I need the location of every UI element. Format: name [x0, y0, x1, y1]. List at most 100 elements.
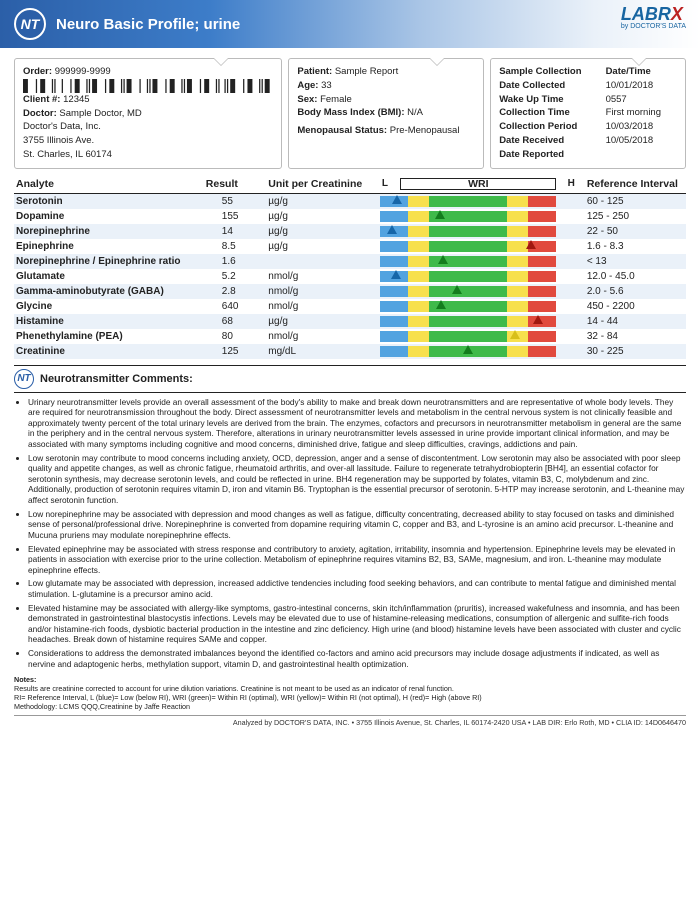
- table-row: Phenethylamine (PEA)80nmol/g 32 - 84: [14, 329, 686, 344]
- cell-unit: µg/g: [266, 193, 378, 209]
- cell-ref: 125 - 250: [579, 209, 686, 224]
- cell-unit: µg/g: [266, 314, 378, 329]
- collection-value: 0557: [606, 93, 677, 107]
- table-row: Histamine68µg/g14 - 44: [14, 314, 686, 329]
- cell-ref: 12.0 - 45.0: [579, 269, 686, 284]
- cell-wri: [378, 284, 579, 299]
- cell-wri: [378, 269, 579, 284]
- cell-ref: 450 - 2200: [579, 299, 686, 314]
- cell-ref: < 13: [579, 254, 686, 269]
- table-row: Epinephrine8.5µg/g 1.6 - 8.3: [14, 239, 686, 254]
- cell-analyte: Glycine: [14, 299, 204, 314]
- cell-analyte: Dopamine: [14, 209, 204, 224]
- table-row: Glycine640nmol/g 450 - 2200: [14, 299, 686, 314]
- table-row: Norepinephrine14µg/g 22 - 50: [14, 224, 686, 239]
- cell-result: 68: [204, 314, 267, 329]
- report-header: NT Neuro Basic Profile; urine LABRX by D…: [0, 0, 700, 48]
- cell-unit: nmol/g: [266, 329, 378, 344]
- collection-value: 10/01/2018: [606, 79, 677, 93]
- collection-label: Collection Time: [499, 106, 597, 120]
- collection-label: Date Collected: [499, 79, 597, 93]
- cell-wri: [378, 209, 579, 224]
- results-table-wrap: Analyte Result Unit per Creatinine LH WR…: [14, 175, 686, 359]
- cell-wri: [378, 239, 579, 254]
- collection-value: 10/03/2018: [606, 120, 677, 134]
- cell-analyte: Phenethylamine (PEA): [14, 329, 204, 344]
- cell-unit: nmol/g: [266, 299, 378, 314]
- cell-wri: [378, 329, 579, 344]
- comment-item: Low glutamate may be associated with dep…: [28, 578, 686, 599]
- cell-analyte: Epinephrine: [14, 239, 204, 254]
- collection-label: Date Received: [499, 134, 597, 148]
- cell-unit: µg/g: [266, 209, 378, 224]
- cell-result: 55: [204, 193, 267, 209]
- cell-unit: [266, 254, 378, 269]
- comment-item: Low serotonin may contribute to mood con…: [28, 453, 686, 506]
- labrix-logo: LABRX by DOCTOR'S DATA: [621, 4, 686, 30]
- cell-wri: [378, 224, 579, 239]
- comments-header: NT Neurotransmitter Comments:: [14, 365, 686, 393]
- cell-unit: mg/dL: [266, 344, 378, 359]
- cell-wri: [378, 344, 579, 359]
- collection-value: First morning: [606, 106, 677, 120]
- cell-result: 125: [204, 344, 267, 359]
- comments-list: Urinary neurotransmitter levels provide …: [28, 397, 686, 670]
- cell-result: 640: [204, 299, 267, 314]
- comments-title: Neurotransmitter Comments:: [40, 373, 193, 385]
- cell-unit: µg/g: [266, 239, 378, 254]
- report-title: Neuro Basic Profile; urine: [56, 16, 240, 33]
- results-table: Analyte Result Unit per Creatinine LH WR…: [14, 175, 686, 359]
- collection-label: Date Reported: [499, 148, 597, 162]
- cell-ref: 1.6 - 8.3: [579, 239, 686, 254]
- cell-ref: 2.0 - 5.6: [579, 284, 686, 299]
- barcode: ▌│▌║││▌║▌│▌║▌│║▌│▌║▌│▌║║▌│▌║▌: [23, 79, 273, 93]
- page-footer: Analyzed by DOCTOR'S DATA, INC. • 3755 I…: [14, 715, 686, 727]
- cell-result: 80: [204, 329, 267, 344]
- cell-result: 14: [204, 224, 267, 239]
- collection-value: [606, 148, 677, 162]
- col-result: Result: [204, 175, 267, 194]
- cell-wri: [378, 299, 579, 314]
- comment-item: Low norepinephrine may be associated wit…: [28, 509, 686, 541]
- cell-analyte: Norepinephrine / Epinephrine ratio: [14, 254, 204, 269]
- col-ref: Reference Interval: [579, 175, 686, 194]
- cell-ref: 22 - 50: [579, 224, 686, 239]
- col-analyte: Analyte: [14, 175, 204, 194]
- comment-item: Urinary neurotransmitter levels provide …: [28, 397, 686, 450]
- patient-card: Patient: Sample Report Age: 33 Sex: Fema…: [288, 58, 484, 169]
- nt-badge-small: NT: [14, 369, 34, 389]
- table-row: Glutamate5.2nmol/g12.0 - 45.0: [14, 269, 686, 284]
- cell-result: 5.2: [204, 269, 267, 284]
- comment-item: Elevated epinephrine may be associated w…: [28, 544, 686, 576]
- notes-block: Notes: Results are creatinine corrected …: [14, 675, 686, 711]
- comment-item: Considerations to address the demonstrat…: [28, 648, 686, 669]
- collection-card: Sample CollectionDate/Time Date Collecte…: [490, 58, 686, 169]
- cell-unit: µg/g: [266, 224, 378, 239]
- cell-analyte: Gamma-aminobutyrate (GABA): [14, 284, 204, 299]
- cell-wri: [378, 314, 579, 329]
- cell-wri: [378, 254, 579, 269]
- table-row: Creatinine125mg/dL 30 - 225: [14, 344, 686, 359]
- cell-result: 2.8: [204, 284, 267, 299]
- cell-result: 8.5: [204, 239, 267, 254]
- collection-label: Collection Period: [499, 120, 597, 134]
- cell-wri: [378, 193, 579, 209]
- cell-analyte: Norepinephrine: [14, 224, 204, 239]
- table-row: Serotonin55µg/g 60 - 125: [14, 193, 686, 209]
- comment-item: Elevated histamine may be associated wit…: [28, 603, 686, 645]
- cell-unit: nmol/g: [266, 284, 378, 299]
- collection-value: 10/05/2018: [606, 134, 677, 148]
- cell-analyte: Creatinine: [14, 344, 204, 359]
- cell-ref: 32 - 84: [579, 329, 686, 344]
- table-row: Norepinephrine / Epinephrine ratio1.6 < 1…: [14, 254, 686, 269]
- cell-ref: 30 - 225: [579, 344, 686, 359]
- col-unit: Unit per Creatinine: [266, 175, 378, 194]
- cell-result: 155: [204, 209, 267, 224]
- cell-analyte: Glutamate: [14, 269, 204, 284]
- info-panels: Order: 999999-9999 ▌│▌║││▌║▌│▌║▌│║▌│▌║▌│…: [14, 58, 686, 169]
- cell-analyte: Serotonin: [14, 193, 204, 209]
- cell-ref: 14 - 44: [579, 314, 686, 329]
- cell-result: 1.6: [204, 254, 267, 269]
- table-row: Gamma-aminobutyrate (GABA)2.8nmol/g 2.0 -…: [14, 284, 686, 299]
- cell-ref: 60 - 125: [579, 193, 686, 209]
